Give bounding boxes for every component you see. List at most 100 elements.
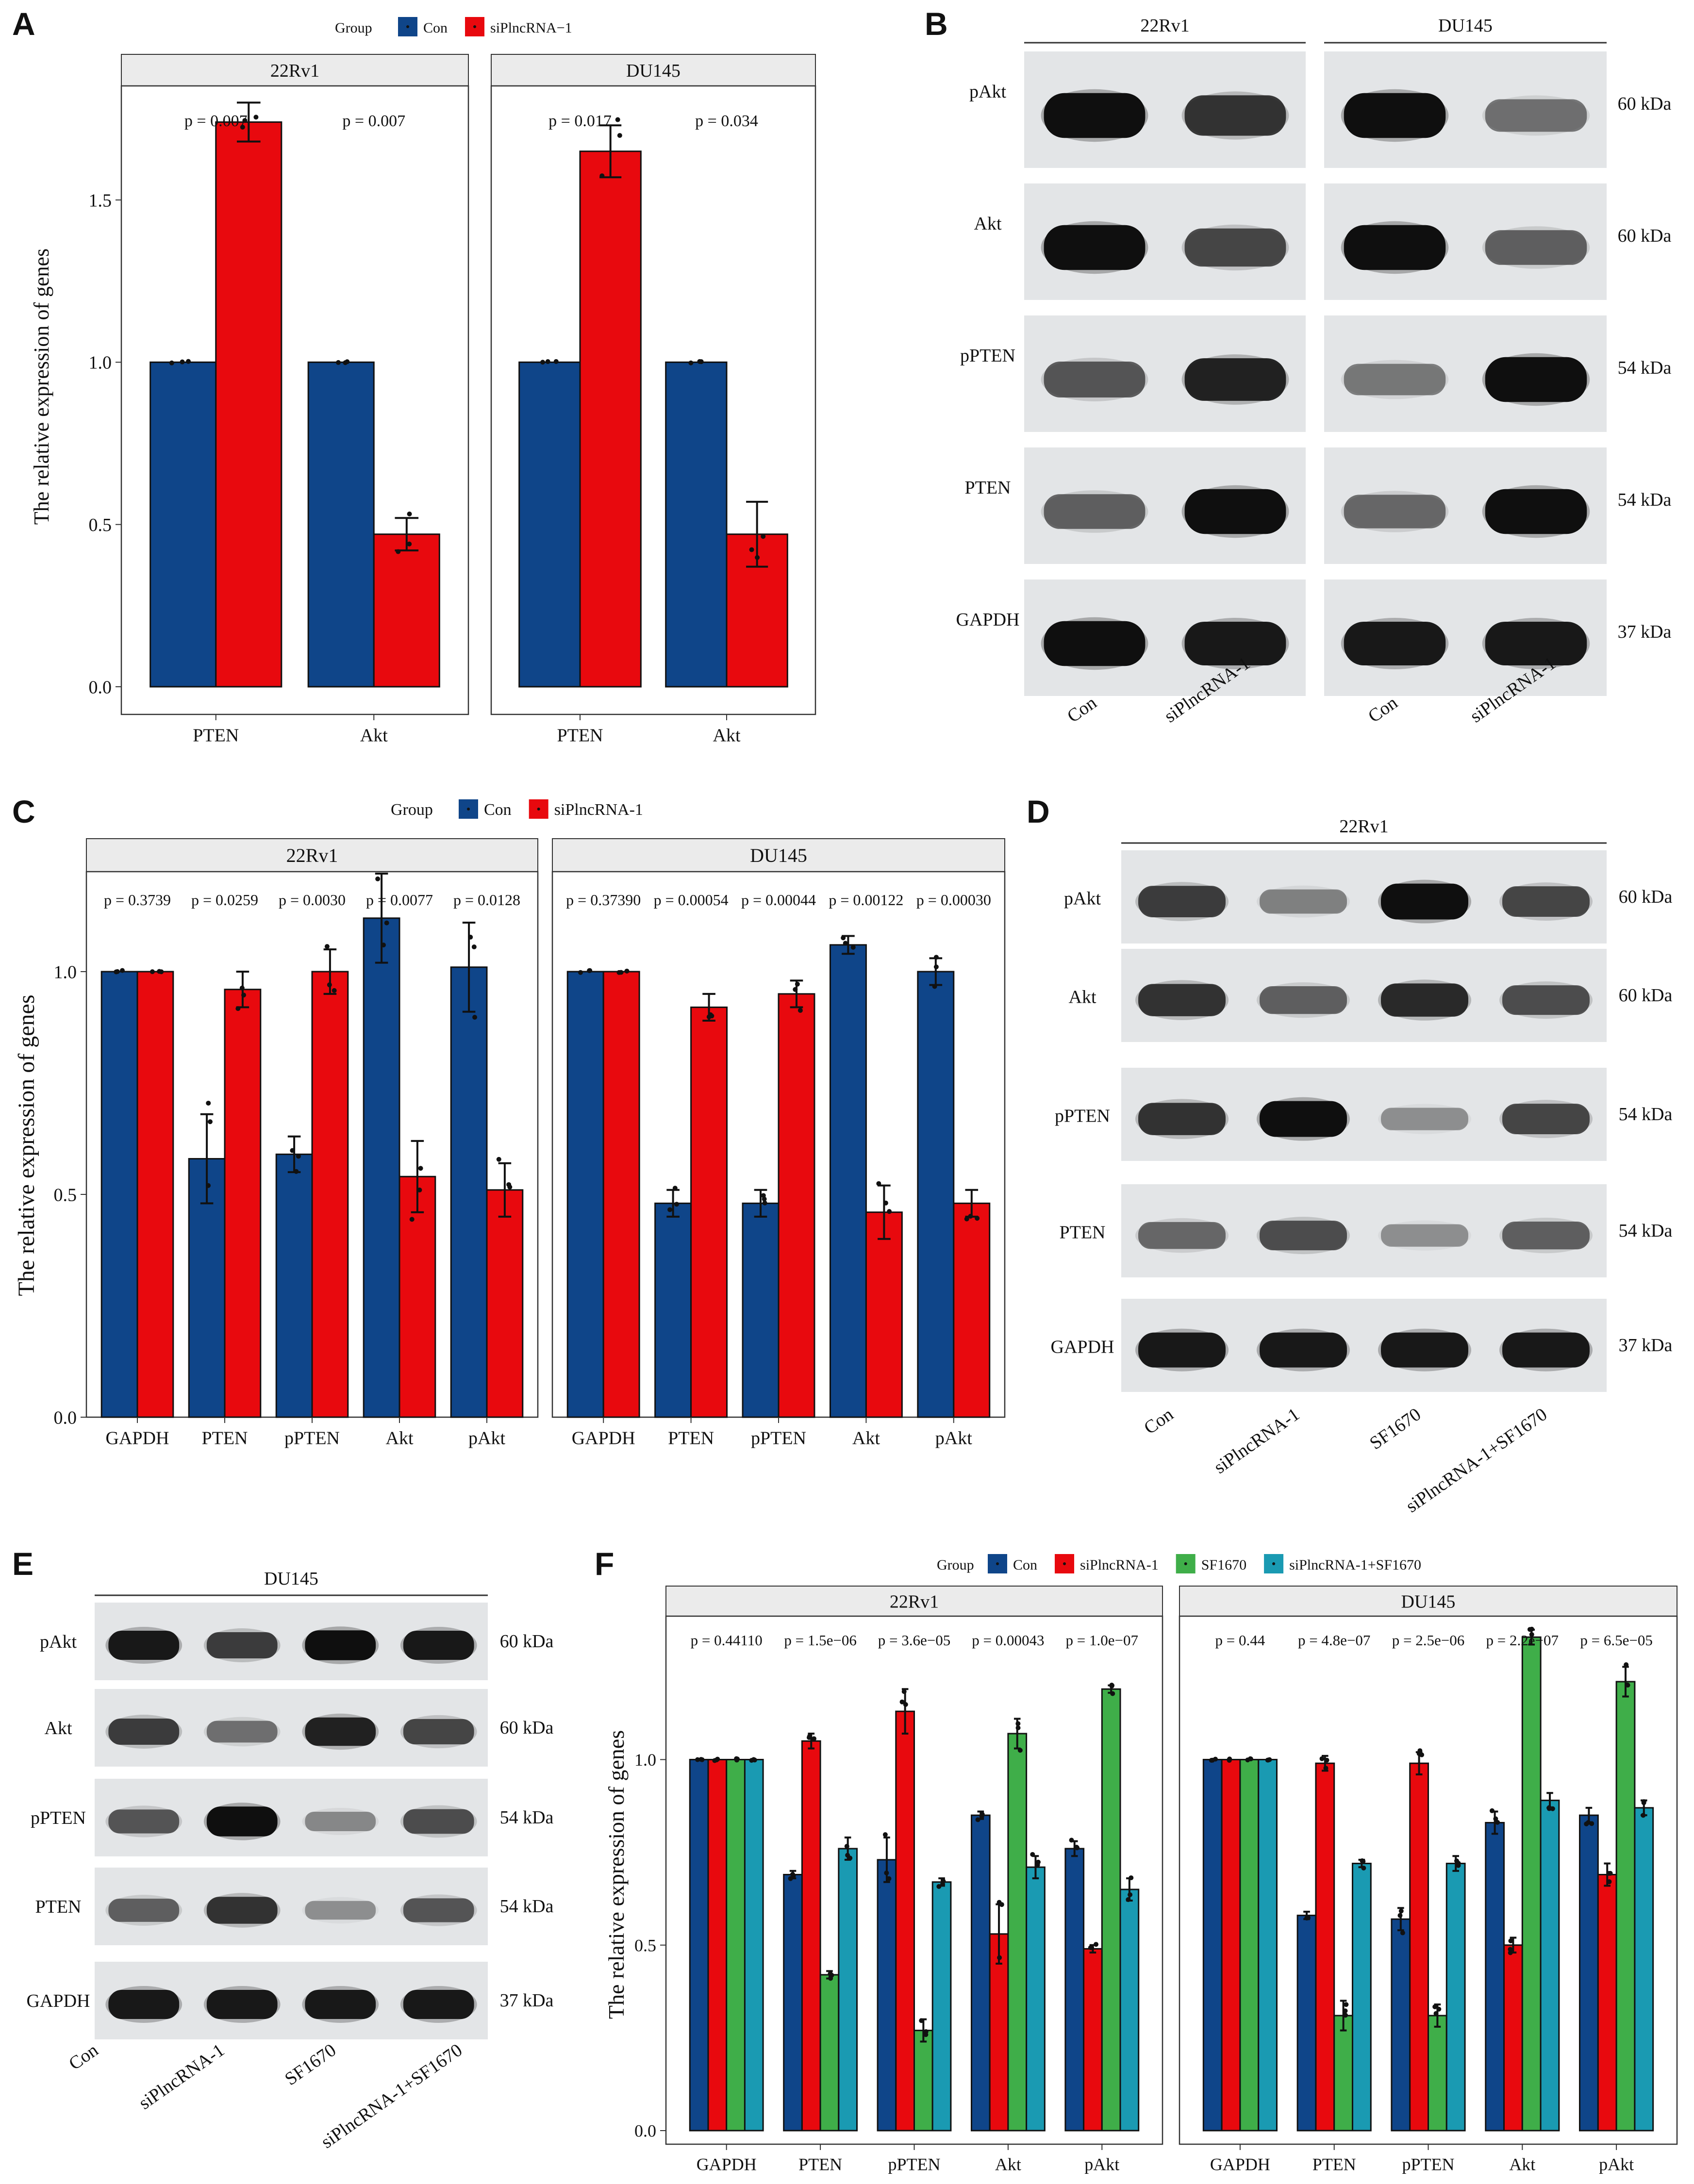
data-point [336,360,341,365]
data-point [876,1181,881,1186]
data-point [734,1756,739,1761]
band [403,1989,474,2019]
y-tick-label: 0.0 [634,2121,656,2141]
legend-swatch-dot [996,1562,999,1565]
y-tick-label: 0.0 [54,1407,77,1428]
data-point [975,1216,980,1221]
bar [1221,1759,1241,2132]
data-point [120,968,125,973]
data-point [1015,1721,1021,1726]
band [1138,1332,1226,1368]
data-point [843,941,848,946]
panel-e: E DU145 pAkt 60 kDa Akt 60 kDa pPTEN 54 kDa PTEN… [12,1546,554,2152]
data-point [1344,2002,1349,2007]
data-point [695,1757,700,1762]
facet-title: DU145 [1401,1591,1456,1612]
x-tick-label: Akt [360,726,388,746]
data-point [253,115,259,120]
data-point [615,117,620,122]
data-point [791,1873,796,1878]
data-point [290,1148,295,1153]
data-point [883,1200,888,1206]
legend-swatch-dot [537,808,540,811]
p-value: p = 0.0259 [191,891,258,909]
lane-label: Con [65,2040,102,2074]
x-tick-label: PTEN [1312,2154,1356,2174]
data-point [1589,1821,1594,1826]
bar [136,971,174,1418]
data-point [1436,2006,1442,2012]
legend-label: Con [1013,1557,1037,1573]
data-point [844,1844,849,1849]
facet-strip [665,1586,1163,1617]
data-point [886,1876,892,1881]
band [403,1809,474,1834]
p-value: p = 0.00122 [829,891,903,909]
data-point [1550,1806,1555,1811]
bar [566,971,604,1418]
protein-label: PTEN [965,478,1011,498]
band [1184,489,1286,534]
data-point [1607,1879,1612,1885]
data-point [933,955,939,960]
data-point [887,1209,892,1214]
data-point [811,1736,816,1741]
kda-label: 54 kDa [1619,1221,1673,1241]
data-point [384,920,389,926]
legend-title: Group [391,801,433,819]
data-point [793,987,798,992]
band [1260,1332,1347,1368]
data-point [1110,1691,1115,1696]
data-point [1075,1845,1080,1851]
bar [778,993,815,1418]
band [108,1899,180,1922]
data-point [375,876,381,881]
data-point [1495,1820,1500,1825]
facet-border [490,85,816,715]
data-point [1069,1837,1074,1843]
bar [665,361,728,688]
data-point [418,1166,423,1171]
protein-label: PTEN [1060,1222,1106,1242]
band [1502,985,1590,1015]
band [1381,883,1468,920]
data-point [996,1900,1002,1905]
y-tick-label: 0.0 [89,677,112,697]
data-point [1508,1938,1513,1944]
bar [829,944,867,1418]
lane-label: siPlncRNA-1+SF1670 [1402,1404,1551,1517]
band [1381,1332,1468,1368]
bar [1315,1762,1335,2132]
data-point [1030,1852,1035,1857]
bar [486,1189,524,1418]
data-point [761,1193,766,1198]
band [1485,621,1587,666]
p-value: p = 0.00054 [654,891,729,909]
panel-letter: F [595,1546,614,1582]
bar [744,1759,764,2132]
band [1381,1224,1468,1247]
p-value: p = 0.44 [1215,1632,1265,1649]
x-tick-label: PTEN [798,2154,842,2174]
x-tick-label: Akt [386,1428,414,1449]
bar [953,1202,991,1418]
bar [311,971,349,1418]
bar [518,361,581,688]
bar [1007,1733,1028,2132]
facet-strip [552,838,1005,872]
x-tick-label: Akt [713,726,741,746]
p-value: p = 0.00043 [972,1632,1044,1649]
kda-label: 54 kDa [1618,358,1672,378]
data-point [749,547,754,552]
bar [865,1211,903,1418]
bar [215,121,282,688]
panel-b: B 22Rv1 DU145 pAkt 60 kDa Akt 60 kDa pPTEN 54 kD… [925,6,1672,727]
band [1485,357,1587,402]
band [305,1989,376,2019]
bar [1428,2015,1447,2132]
bar [707,1759,728,2132]
legend-swatch-dot [1272,1562,1276,1565]
data-point [1094,1942,1099,1947]
bar [579,150,642,688]
protein-label: GAPDH [1051,1337,1114,1357]
